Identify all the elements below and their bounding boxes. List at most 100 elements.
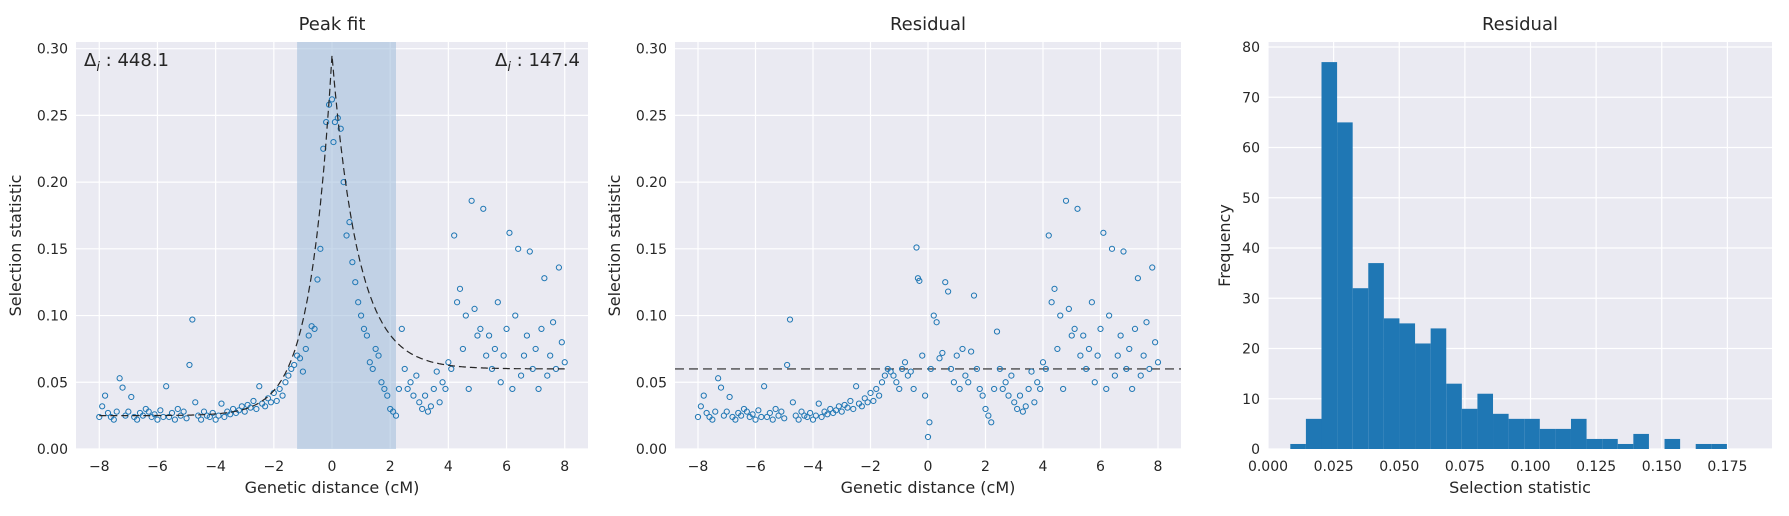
scatter-point [279,392,286,399]
x-tick-label: −6 [745,459,766,475]
fit-curve [99,55,565,417]
x-tick-label: 0.125 [1576,459,1616,475]
scatter-point [726,393,733,401]
scatter-point [1091,379,1098,386]
scatter-point [864,399,871,406]
scatter-point [1031,399,1038,406]
scatter-point [151,411,158,418]
scatter-point [99,403,106,410]
scatter-point [561,359,568,366]
y-tick-label: 60 [1242,141,1260,157]
scatter-point [832,407,840,414]
scatter-point [1022,403,1029,410]
scatter-point [532,345,539,353]
scatter-point [798,408,805,415]
x-tick-label: −8 [688,459,709,475]
x-tick-label: −6 [147,459,168,475]
scatter-point [763,413,771,421]
histogram-bar [1617,443,1634,449]
scatter-point [936,355,943,362]
x-tick-label: 0.175 [1707,459,1747,475]
scatter-point [904,372,911,379]
scatter-point [1014,405,1021,413]
scatter-point [1071,325,1078,333]
y-tick-label: 0.25 [37,108,68,124]
scatter-point [950,379,957,386]
scatter-point [772,405,779,413]
y-tick-label: 10 [1242,392,1260,408]
scatter-point [227,411,234,418]
histogram-bar [1290,443,1306,449]
scatter-point [1106,312,1113,319]
scatter-point [804,413,811,421]
y-tick-label: 0.10 [636,309,667,325]
scatter-point [549,319,557,326]
scatter-point [890,372,897,379]
scatter-point [212,416,219,423]
x-tick-label: 0.050 [1379,459,1419,475]
scatter-point [1094,352,1101,359]
x-axis-label: Genetic distance (cM) [245,478,420,497]
scatter-point [389,408,397,415]
scatter-point [480,205,487,212]
scatter-point [1131,325,1139,333]
scatter-point [1019,408,1026,415]
x-tick-label: −8 [89,459,110,475]
y-tick-label: 70 [1242,90,1260,106]
scatter-point [459,345,467,353]
scatter-point [116,375,123,382]
scatter-point [250,397,257,405]
scatter-point [907,368,914,375]
x-tick-label: 4 [1039,459,1048,475]
y-axis-label: Selection statistic [605,175,624,317]
scatter-point [352,279,359,286]
histogram-bar [1508,418,1525,449]
scatter-point [968,348,975,355]
histogram-bar [1352,288,1369,449]
scatter-point [471,305,478,312]
scatter-point [1025,385,1032,393]
scatter-point [781,415,788,422]
scatter-point [1045,232,1052,239]
chart-title: Residual [1482,14,1558,35]
scatter-point [953,352,960,359]
scatter-point [451,232,458,239]
scatter-point [500,352,507,359]
scatter-point [517,372,525,379]
histogram-bar [1602,438,1618,449]
y-tick-label: 0.05 [37,375,68,391]
scatter-point [873,385,880,393]
scatter-point [491,345,499,353]
scatter-point [273,397,280,405]
scatter-point [965,379,972,386]
scatter-point [1074,205,1081,212]
scatter-point [899,365,906,373]
scatter-point [101,392,109,399]
scatter-point [913,244,920,251]
residual-scatter-panel: −8 −6 −4 −2 0 2 4 6 8 0.00 0.05 0.10 0.15 0.20 0.25 0.3… [605,14,1181,497]
scatter-point [424,408,432,415]
x-axis-label: Genetic distance (cM) [841,478,1016,497]
scatter-point [1037,385,1044,393]
y-tick-label: 0.30 [636,42,667,58]
scatter-point [901,359,909,366]
tick-labels: −8 −6 −4 −2 0 2 4 6 8 0.00 0.05 0.10 0.15 0.20 0.25 0.3… [636,42,1163,475]
x-tick-label: 0.025 [1314,459,1354,475]
scatter-point [384,392,391,399]
scatter-point [337,125,344,132]
scatter-point [357,312,365,319]
scatter-point [922,392,929,399]
scatter-point [497,379,504,386]
scatter-point [878,379,886,386]
scatter-point [1048,299,1055,306]
scatter-point [189,316,196,323]
scatter-point [465,385,472,393]
scatter-point [766,409,773,417]
scatter-point [942,279,949,286]
histogram-bar [1368,263,1384,449]
scatter-point [926,419,933,426]
x-tick-label: 8 [1154,459,1163,475]
scatter-point [697,403,704,410]
x-tick-label: 0.150 [1642,459,1682,475]
scatter-point [494,299,501,306]
